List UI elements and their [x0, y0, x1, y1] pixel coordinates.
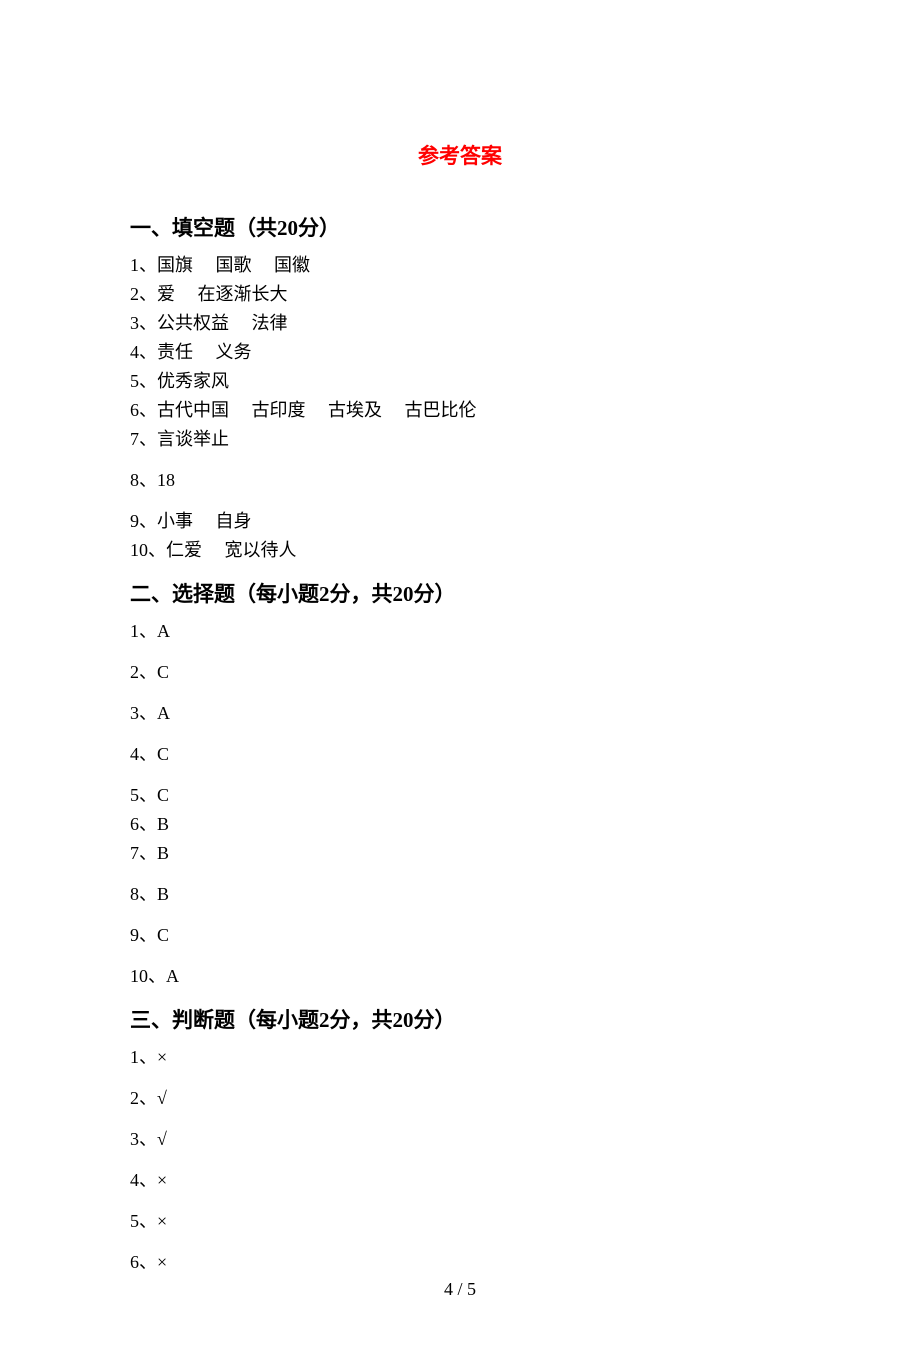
s1-item: 6、古代中国 古印度 古埃及 古巴比伦 [130, 397, 790, 424]
s3-item: 5、× [130, 1208, 790, 1235]
s2-item: 3、A [130, 700, 790, 727]
s1-item: 9、小事 自身 [130, 508, 790, 535]
s1-item: 1、国旗 国歌 国徽 [130, 252, 790, 279]
section-3-heading: 三、判断题（每小题2分，共20分） [130, 1004, 790, 1034]
s2-item: 1、A [130, 618, 790, 645]
s1-item: 5、优秀家风 [130, 368, 790, 395]
s2-item: 7、B [130, 840, 790, 867]
s1-item: 2、爱 在逐渐长大 [130, 281, 790, 308]
s2-item: 9、C [130, 922, 790, 949]
s3-item: 6、× [130, 1249, 790, 1276]
s3-item: 3、√ [130, 1126, 790, 1153]
s2-item: 6、B [130, 811, 790, 838]
s3-item: 1、× [130, 1044, 790, 1071]
s1-item: 7、言谈举止 [130, 426, 790, 453]
s3-item: 4、× [130, 1167, 790, 1194]
s1-item: 4、责任 义务 [130, 339, 790, 366]
s2-item: 5、C [130, 782, 790, 809]
s2-item: 2、C [130, 659, 790, 686]
s1-item: 8、18 [130, 467, 790, 494]
section-1-heading: 一、填空题（共20分） [130, 212, 790, 242]
s1-item: 10、仁爱 宽以待人 [130, 537, 790, 564]
s2-item: 10、A [130, 963, 790, 990]
s1-item: 3、公共权益 法律 [130, 310, 790, 337]
s2-item: 8、B [130, 881, 790, 908]
answer-key-title: 参考答案 [130, 140, 790, 170]
s2-item: 4、C [130, 741, 790, 768]
section-2-heading: 二、选择题（每小题2分，共20分） [130, 578, 790, 608]
page-number: 4 / 5 [0, 1279, 920, 1300]
s3-item: 2、√ [130, 1085, 790, 1112]
